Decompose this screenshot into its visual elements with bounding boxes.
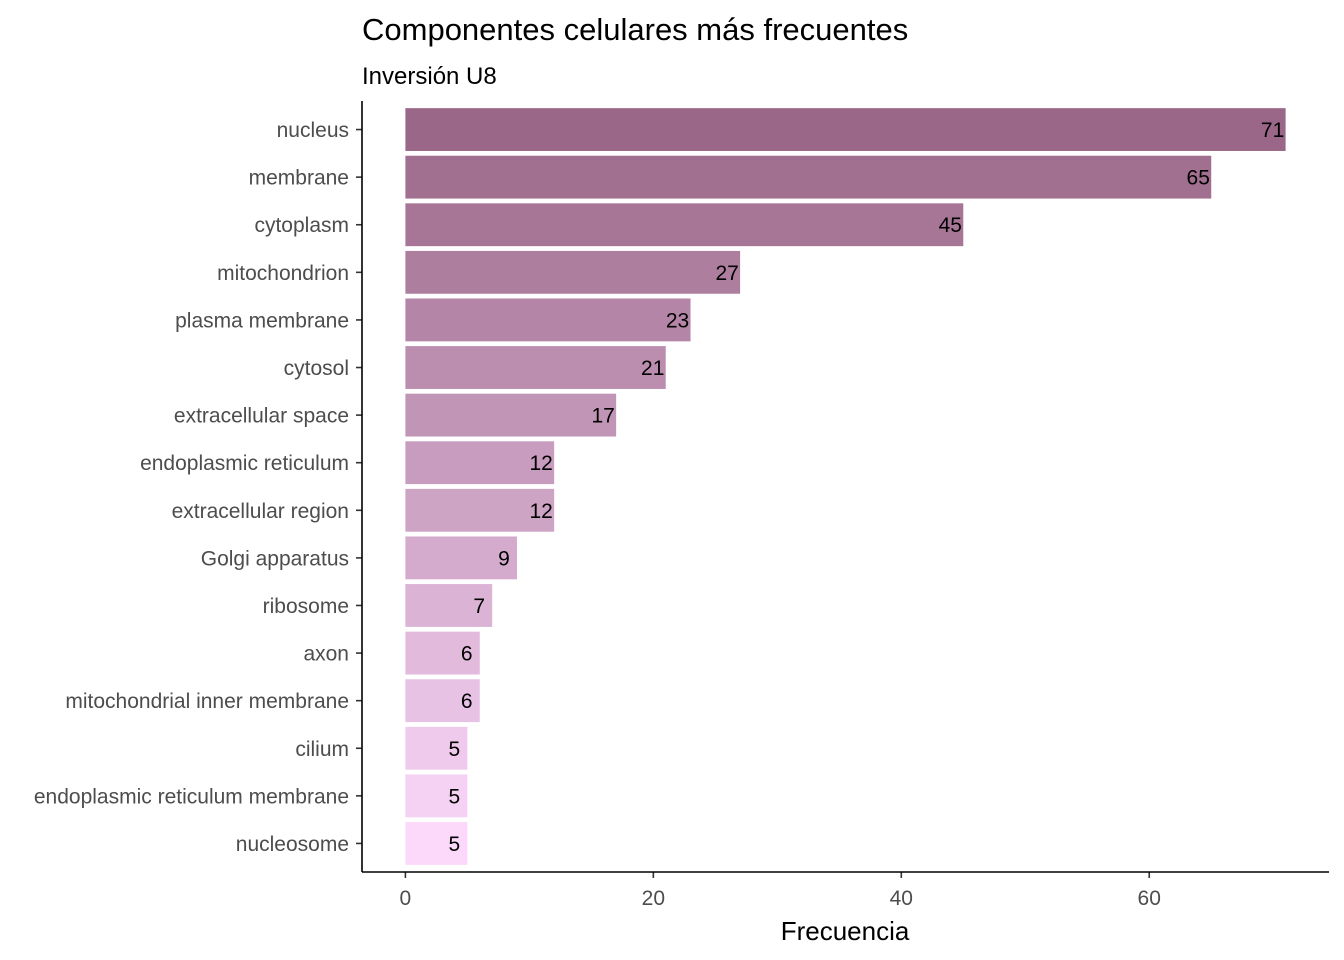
bar-extracellular-region: [405, 488, 555, 532]
category-label: membrane: [249, 167, 349, 190]
data-label: 12: [529, 500, 552, 523]
category-label: axon: [303, 643, 349, 666]
bar-axon: [405, 631, 480, 675]
data-label: 5: [449, 833, 461, 856]
data-label: 12: [529, 452, 552, 475]
x-axis-title: Frecuencia: [781, 916, 910, 946]
bar-cilium: [405, 726, 468, 770]
data-label: 45: [939, 214, 962, 237]
category-label: extracellular space: [174, 405, 349, 428]
bar-cytosol: [405, 346, 666, 389]
data-label: 5: [449, 738, 461, 761]
bar-golgi-apparatus: [405, 536, 517, 580]
x-axis: 0 20 40 60: [400, 872, 1161, 910]
bar-endoplasmic-reticulum-membrane: [405, 774, 468, 818]
x-tick-label: 20: [642, 887, 665, 910]
data-label: 7: [473, 595, 485, 618]
bar-ribosome: [405, 584, 493, 627]
category-label: extracellular region: [172, 500, 349, 523]
data-label: 21: [641, 357, 664, 380]
data-label: 23: [666, 309, 689, 332]
data-label: 9: [498, 547, 510, 570]
data-label: 5: [449, 785, 461, 808]
x-tick-label: 60: [1138, 887, 1161, 910]
bar-membrane: [405, 155, 1212, 199]
category-label: mitochondrion: [217, 262, 349, 285]
category-label: endoplasmic reticulum membrane: [34, 785, 349, 808]
bar-nucleosome: [405, 822, 468, 865]
data-label: 71: [1261, 119, 1284, 142]
category-label: endoplasmic reticulum: [140, 452, 349, 475]
category-label: cilium: [295, 738, 349, 761]
bar-extracellular-space: [405, 393, 617, 437]
bar-plasma-membrane: [405, 298, 691, 342]
data-label: 17: [591, 405, 614, 428]
x-tick-label: 40: [890, 887, 913, 910]
data-label: 27: [715, 262, 738, 285]
data-label: 6: [461, 690, 473, 713]
category-label: cytoplasm: [254, 214, 349, 237]
bar-mitochondrion: [405, 250, 741, 294]
category-label: mitochondrial inner membrane: [65, 690, 349, 713]
category-label: Golgi apparatus: [201, 547, 349, 570]
category-label: nucleosome: [236, 833, 349, 856]
bar-endoplasmic-reticulum: [405, 441, 555, 485]
category-label: plasma membrane: [175, 309, 349, 332]
category-label: nucleus: [277, 119, 349, 142]
bar-cytoplasm: [405, 203, 964, 247]
x-tick-label: 0: [400, 887, 412, 910]
bar-mitochondrial-inner-membrane: [405, 679, 480, 723]
category-label: ribosome: [263, 595, 349, 618]
data-label: 65: [1187, 167, 1210, 190]
data-label: 6: [461, 643, 473, 666]
chart-subtitle: Inversión U8: [362, 63, 497, 90]
bar-nucleus: [405, 108, 1286, 151]
category-label: cytosol: [284, 357, 349, 380]
chart-title: Componentes celulares más frecuentes: [362, 12, 908, 47]
category-labels-group: nucleus membrane cytoplasm mitochondrion pla…: [34, 119, 362, 856]
